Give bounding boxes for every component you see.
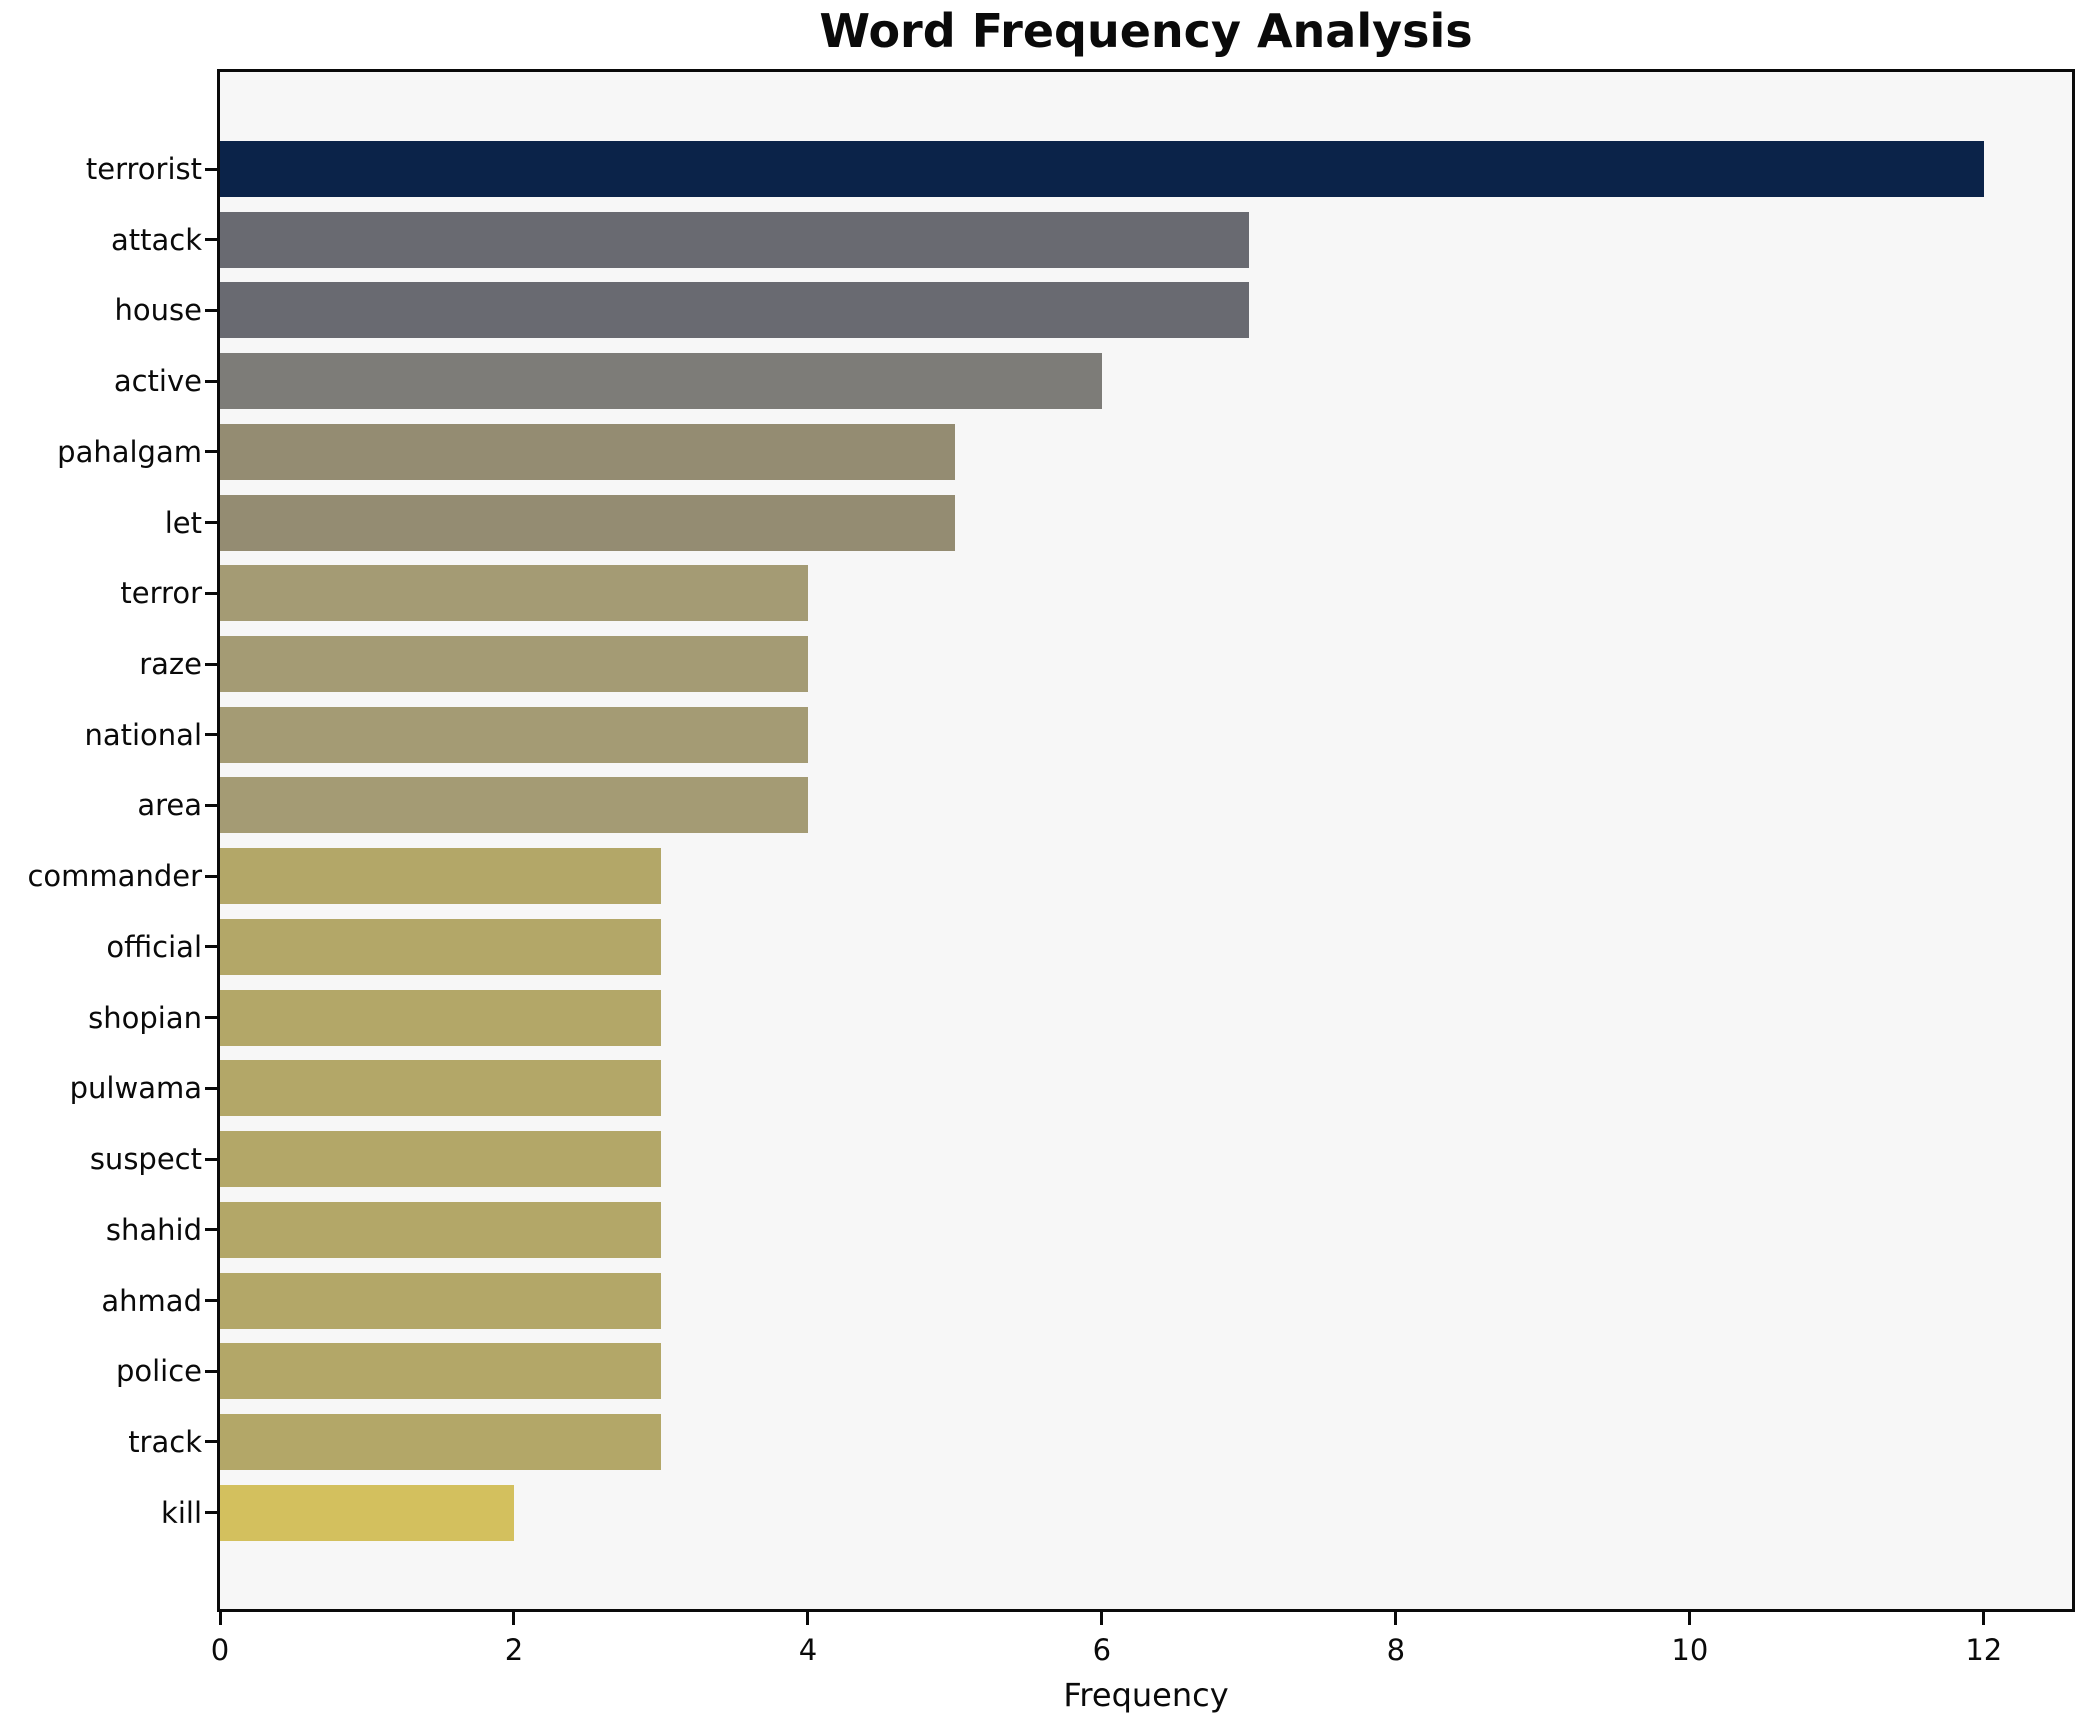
bar-let <box>220 494 955 551</box>
y-tick-label-official: official <box>106 929 202 964</box>
y-tick-mark <box>205 521 217 525</box>
y-tick-mark <box>205 591 217 595</box>
bar-pulwama <box>220 1060 661 1117</box>
plot-area <box>217 69 2075 1612</box>
y-tick-label-commander: commander <box>27 859 202 894</box>
y-tick-mark <box>205 733 217 737</box>
bar-shopian <box>220 989 661 1046</box>
y-tick-mark <box>205 1299 217 1303</box>
y-tick-mark <box>205 379 217 383</box>
y-tick-mark <box>205 1086 217 1090</box>
y-tick-mark <box>205 1369 217 1373</box>
chart-title: Word Frequency Analysis <box>819 4 1473 58</box>
y-tick-label-suspect: suspect <box>89 1142 202 1177</box>
x-tick-mark <box>806 1612 810 1625</box>
y-tick-label-kill: kill <box>161 1495 202 1530</box>
x-tick-label-12: 12 <box>1965 1633 2003 1667</box>
y-tick-label-raze: raze <box>139 647 202 682</box>
bar-track <box>220 1413 661 1470</box>
y-tick-label-ahmad: ahmad <box>101 1283 202 1318</box>
y-tick-mark <box>205 662 217 666</box>
bar-commander <box>220 848 661 905</box>
y-tick-label-shahid: shahid <box>105 1212 202 1247</box>
bar-terrorist <box>220 141 1984 197</box>
bar-kill <box>220 1484 514 1541</box>
y-tick-mark <box>205 1157 217 1161</box>
y-tick-mark <box>205 238 217 242</box>
x-axis-label: Frequency <box>1063 1676 1229 1714</box>
bar-shahid <box>220 1201 661 1258</box>
y-tick-label-pahalgam: pahalgam <box>57 434 202 469</box>
x-tick-mark <box>512 1612 516 1625</box>
bar-house <box>220 282 1249 339</box>
bar-police <box>220 1343 661 1400</box>
x-tick-mark <box>1100 1612 1104 1625</box>
bar-suspect <box>220 1131 661 1188</box>
y-tick-mark <box>205 1228 217 1232</box>
y-tick-mark <box>205 803 217 807</box>
x-tick-label-10: 10 <box>1671 1633 1709 1667</box>
x-tick-label-8: 8 <box>1386 1633 1406 1667</box>
bar-attack <box>220 211 1249 268</box>
y-tick-label-active: active <box>113 364 202 399</box>
y-tick-mark <box>205 945 217 949</box>
y-tick-mark <box>205 1016 217 1020</box>
x-tick-mark <box>218 1612 222 1625</box>
y-tick-mark <box>205 167 217 171</box>
y-tick-label-shopian: shopian <box>88 1000 202 1035</box>
x-tick-mark <box>1688 1612 1692 1625</box>
y-tick-label-area: area <box>137 788 202 823</box>
y-tick-mark <box>205 308 217 312</box>
y-tick-label-terrorist: terrorist <box>85 152 202 186</box>
y-tick-label-attack: attack <box>110 222 202 257</box>
y-tick-label-house: house <box>114 293 202 328</box>
y-tick-label-terror: terror <box>120 576 202 611</box>
bar-official <box>220 918 661 975</box>
y-tick-label-police: police <box>115 1354 202 1389</box>
y-tick-label-track: track <box>128 1424 202 1459</box>
x-tick-mark <box>1394 1612 1398 1625</box>
y-tick-mark <box>205 1440 217 1444</box>
x-tick-label-0: 0 <box>210 1633 230 1667</box>
y-tick-mark <box>205 874 217 878</box>
x-tick-label-6: 6 <box>1092 1633 1112 1667</box>
y-tick-label-let: let <box>164 505 202 540</box>
bar-area <box>220 777 808 834</box>
y-tick-label-national: national <box>84 717 202 752</box>
bar-national <box>220 706 808 763</box>
bar-ahmad <box>220 1272 661 1329</box>
y-tick-mark <box>205 1511 217 1515</box>
bar-raze <box>220 636 808 693</box>
y-tick-label-pulwama: pulwama <box>69 1071 202 1106</box>
x-tick-mark <box>1982 1612 1986 1625</box>
bar-terror <box>220 565 808 622</box>
bar-pahalgam <box>220 423 955 480</box>
x-tick-label-4: 4 <box>798 1633 818 1667</box>
bar-active <box>220 353 1102 410</box>
x-tick-label-2: 2 <box>504 1633 524 1667</box>
y-tick-mark <box>205 450 217 454</box>
